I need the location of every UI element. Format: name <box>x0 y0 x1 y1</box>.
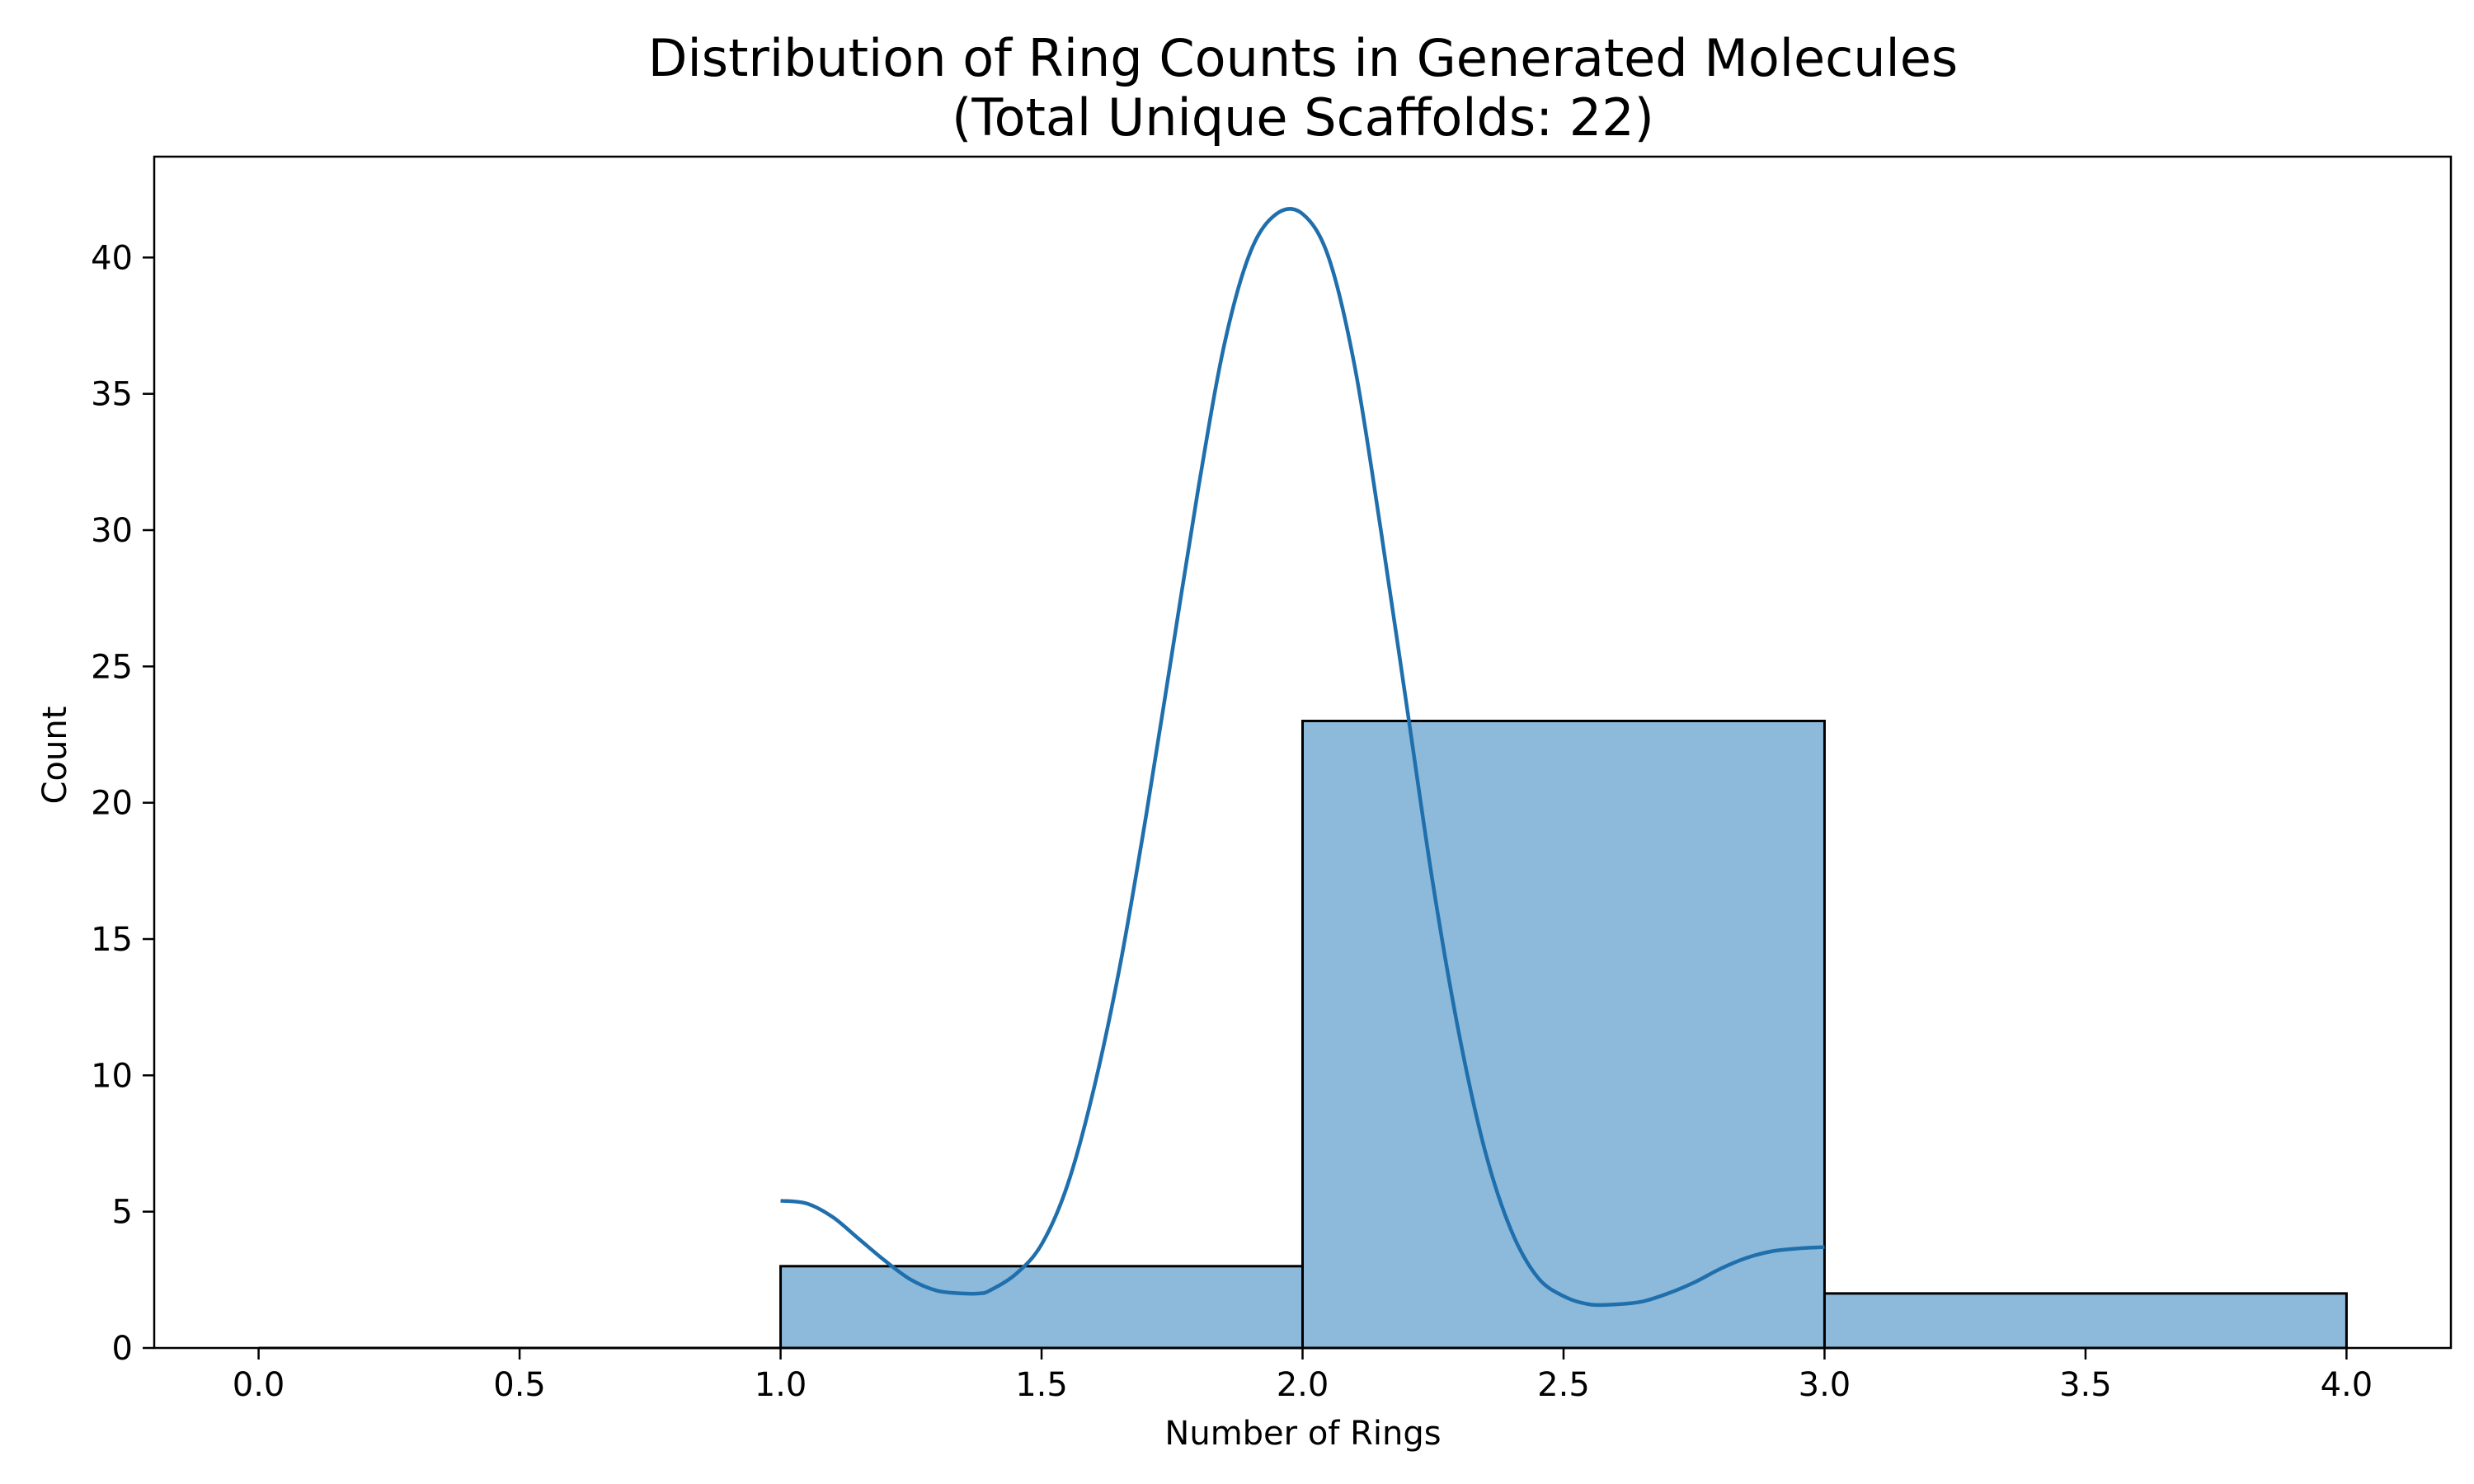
x-tick-label-2: 1.0 <box>755 1366 807 1404</box>
y-axis-ticks: 0 5 10 15 20 25 30 35 40 <box>91 239 154 1368</box>
x-tick-label-4: 2.0 <box>1277 1366 1329 1404</box>
y-tick-label-1: 5 <box>112 1194 133 1232</box>
kde-curve-layer <box>780 206 1825 1308</box>
x-tick-label-6: 3.0 <box>1799 1366 1851 1404</box>
y-tick-label-8: 40 <box>91 239 133 277</box>
histogram-bar-3 <box>1823 1292 2348 1350</box>
x-tick-label-7: 3.5 <box>2059 1366 2112 1404</box>
y-tick-label-5: 25 <box>91 648 133 686</box>
x-tick-label-1: 0.5 <box>493 1366 546 1404</box>
y-tick-label-2: 10 <box>91 1057 133 1095</box>
y-tick-label-3: 15 <box>91 921 133 959</box>
kde-line <box>780 206 1825 1308</box>
y-axis-label: Count <box>36 707 74 805</box>
x-tick-label-8: 4.0 <box>2321 1366 2373 1404</box>
x-axis-ticks: 0.0 0.5 1.0 1.5 2.0 2.5 3.0 3.5 4.0 <box>233 1348 2373 1404</box>
y-tick-label-4: 20 <box>91 785 133 823</box>
histogram-bar-1 <box>779 1265 1304 1350</box>
x-tick-label-5: 2.5 <box>1537 1366 1590 1404</box>
x-axis-label: Number of Rings <box>1164 1415 1441 1453</box>
histogram-bars <box>258 719 2348 1350</box>
chart-title-line1: Distribution of Ring Counts in Generated… <box>648 28 1958 88</box>
y-tick-label-6: 30 <box>91 512 133 550</box>
y-tick-label-0: 0 <box>112 1330 133 1368</box>
x-tick-label-3: 1.5 <box>1015 1366 1068 1404</box>
y-tick-label-7: 35 <box>91 376 133 414</box>
histogram-bar-2 <box>1301 719 1826 1350</box>
chart-title-line2: (Total Unique Scaffolds: 22) <box>952 87 1654 148</box>
x-tick-label-0: 0.0 <box>233 1366 285 1404</box>
